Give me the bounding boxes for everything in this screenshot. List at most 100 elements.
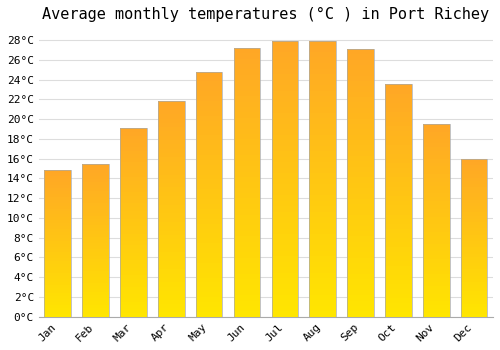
Bar bbox=[158, 235, 184, 239]
Bar bbox=[423, 232, 450, 236]
Bar bbox=[310, 223, 336, 229]
Bar bbox=[234, 215, 260, 220]
Bar bbox=[82, 188, 109, 191]
Bar bbox=[348, 70, 374, 76]
Bar bbox=[423, 178, 450, 182]
Bar bbox=[461, 298, 487, 301]
Bar bbox=[461, 273, 487, 276]
Bar bbox=[234, 128, 260, 134]
Bar bbox=[82, 243, 109, 246]
Bar bbox=[423, 182, 450, 186]
Bar bbox=[423, 201, 450, 205]
Bar bbox=[385, 312, 411, 317]
Bar bbox=[272, 47, 298, 52]
Bar bbox=[310, 85, 336, 91]
Bar bbox=[234, 193, 260, 198]
Bar bbox=[272, 129, 298, 135]
Bar bbox=[120, 215, 146, 219]
Bar bbox=[310, 284, 336, 289]
Bar bbox=[310, 179, 336, 184]
Bar bbox=[234, 134, 260, 139]
Bar bbox=[423, 251, 450, 255]
Bar bbox=[196, 253, 222, 258]
Bar bbox=[158, 270, 184, 274]
Bar bbox=[348, 156, 374, 161]
Bar bbox=[44, 170, 71, 317]
Bar bbox=[348, 220, 374, 226]
Bar bbox=[158, 313, 184, 317]
Bar bbox=[196, 194, 222, 199]
Bar bbox=[120, 245, 146, 249]
Bar bbox=[272, 251, 298, 256]
Bar bbox=[310, 306, 336, 311]
Bar bbox=[348, 247, 374, 252]
Bar bbox=[82, 222, 109, 225]
Bar bbox=[272, 229, 298, 234]
Bar bbox=[348, 258, 374, 263]
Bar bbox=[196, 278, 222, 282]
Bar bbox=[385, 84, 411, 89]
Bar bbox=[272, 256, 298, 262]
Bar bbox=[385, 308, 411, 312]
Bar bbox=[82, 212, 109, 216]
Bar bbox=[158, 205, 184, 209]
Bar bbox=[310, 251, 336, 256]
Bar bbox=[348, 204, 374, 210]
Bar bbox=[348, 199, 374, 204]
Bar bbox=[82, 216, 109, 219]
Bar bbox=[196, 82, 222, 86]
Bar bbox=[196, 287, 222, 292]
Bar bbox=[44, 191, 71, 194]
Bar bbox=[272, 217, 298, 223]
Bar bbox=[82, 228, 109, 231]
Bar bbox=[348, 285, 374, 290]
Bar bbox=[423, 309, 450, 313]
Bar bbox=[348, 306, 374, 312]
Bar bbox=[234, 172, 260, 177]
Bar bbox=[272, 295, 298, 300]
Bar bbox=[158, 162, 184, 166]
Bar bbox=[196, 199, 222, 204]
Bar bbox=[196, 150, 222, 155]
Bar bbox=[348, 161, 374, 167]
Bar bbox=[120, 283, 146, 287]
Bar bbox=[310, 74, 336, 79]
Bar bbox=[385, 168, 411, 173]
Bar bbox=[385, 289, 411, 294]
Bar bbox=[196, 219, 222, 224]
Bar bbox=[44, 229, 71, 232]
Bar bbox=[44, 214, 71, 217]
Bar bbox=[348, 49, 374, 317]
Bar bbox=[44, 250, 71, 252]
Bar bbox=[120, 181, 146, 184]
Bar bbox=[82, 314, 109, 317]
Bar bbox=[272, 162, 298, 168]
Bar bbox=[234, 112, 260, 118]
Bar bbox=[82, 231, 109, 234]
Bar bbox=[310, 168, 336, 173]
Bar bbox=[461, 282, 487, 285]
Bar bbox=[196, 233, 222, 238]
Bar bbox=[272, 157, 298, 162]
Bar bbox=[234, 59, 260, 64]
Bar bbox=[44, 261, 71, 264]
Bar bbox=[423, 247, 450, 251]
Bar bbox=[272, 63, 298, 69]
Bar bbox=[120, 128, 146, 317]
Bar bbox=[44, 270, 71, 273]
Bar bbox=[385, 224, 411, 229]
Bar bbox=[120, 219, 146, 222]
Bar bbox=[44, 223, 71, 226]
Bar bbox=[44, 205, 71, 209]
Bar bbox=[234, 198, 260, 204]
Bar bbox=[120, 184, 146, 188]
Bar bbox=[158, 201, 184, 205]
Bar bbox=[423, 286, 450, 290]
Bar bbox=[44, 258, 71, 261]
Bar bbox=[385, 196, 411, 201]
Bar bbox=[196, 126, 222, 131]
Bar bbox=[120, 139, 146, 143]
Bar bbox=[423, 236, 450, 240]
Bar bbox=[272, 168, 298, 173]
Bar bbox=[385, 163, 411, 168]
